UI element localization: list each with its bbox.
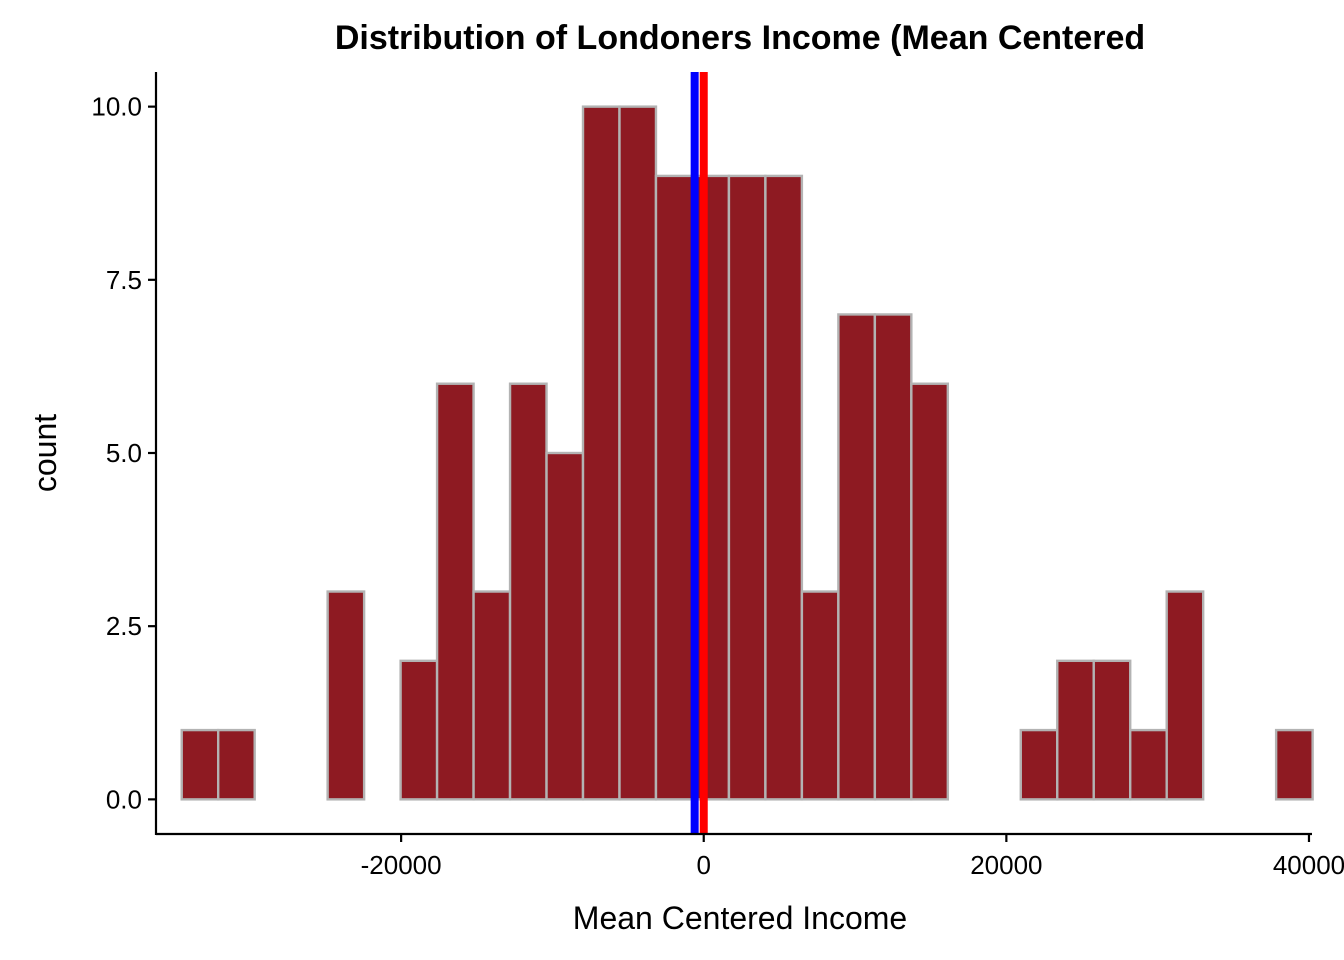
vlines-group xyxy=(690,72,708,834)
histogram-bar xyxy=(1165,590,1205,801)
histogram-bar xyxy=(545,451,585,801)
histogram-bar xyxy=(217,728,256,801)
histogram-bar xyxy=(472,590,512,801)
y-tick-label: 7.5 xyxy=(106,265,142,295)
x-tick-label: 40000 xyxy=(1273,850,1344,880)
histogram-bar xyxy=(910,382,950,801)
histogram-bar xyxy=(180,728,220,801)
histogram-bar xyxy=(508,382,548,801)
histogram-bar xyxy=(581,105,621,801)
histogram-bar xyxy=(764,174,804,801)
histogram-bar xyxy=(1056,659,1095,801)
histogram-bar xyxy=(1129,728,1168,801)
histogram-bar xyxy=(654,174,694,801)
histogram-bar xyxy=(1019,728,1059,801)
x-tick-label: 0 xyxy=(697,850,711,880)
histogram-bar xyxy=(837,313,877,801)
x-tick-label: 20000 xyxy=(970,850,1042,880)
histogram-bar xyxy=(800,590,840,801)
y-ticks-group: 0.0 2.5 5.0 7.5 10.0 xyxy=(91,92,156,814)
x-ticks-group: -20000 0 20000 40000 xyxy=(361,834,1344,880)
histogram-bar xyxy=(873,313,913,801)
histogram-bar xyxy=(618,105,658,801)
histogram-bar xyxy=(1092,659,1132,801)
y-tick-label: 0.0 xyxy=(106,784,142,814)
histogram-bar xyxy=(435,382,475,801)
bars-group xyxy=(180,105,1314,801)
histogram-bar xyxy=(399,659,439,801)
x-tick-label: -20000 xyxy=(361,850,442,880)
y-tick-label: 5.0 xyxy=(106,438,142,468)
chart-title: Distribution of Londoners Income (Mean C… xyxy=(335,19,1145,57)
y-tick-label: 10.0 xyxy=(91,92,142,122)
y-axis-label: count xyxy=(27,414,63,492)
histogram-bar xyxy=(1274,728,1314,801)
histogram-bar xyxy=(727,174,767,801)
x-axis-label: Mean Centered Income xyxy=(573,900,907,936)
y-tick-label: 2.5 xyxy=(106,611,142,641)
histogram-bar xyxy=(326,590,366,801)
